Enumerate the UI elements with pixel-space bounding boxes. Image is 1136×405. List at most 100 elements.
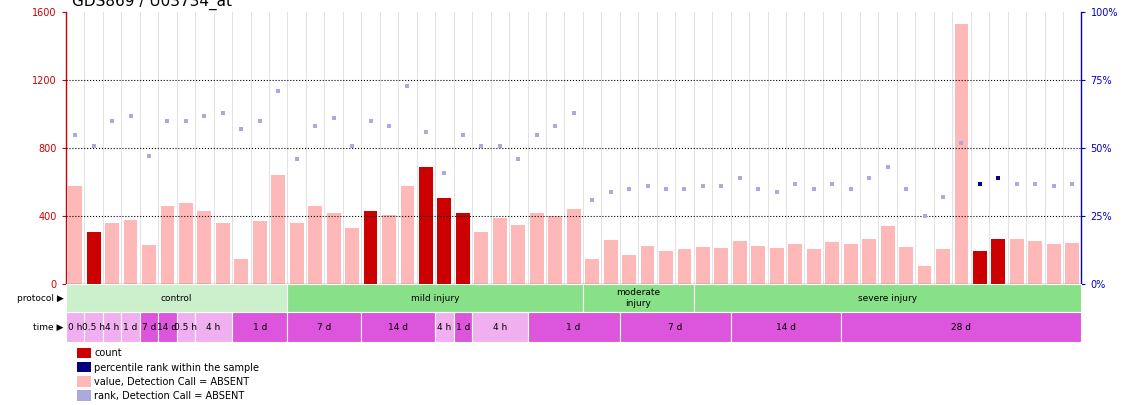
Bar [918,266,932,284]
Text: 1 d: 1 d [124,322,137,332]
Bar [527,312,620,342]
Bar [216,223,229,284]
Text: 4 h: 4 h [105,322,119,332]
Bar [1066,243,1079,284]
Bar [770,248,784,284]
Bar [66,312,84,342]
Text: 7 d: 7 d [668,322,683,332]
Bar [287,284,583,312]
Text: 4 h: 4 h [207,322,220,332]
Bar [880,226,894,284]
Bar [66,284,287,312]
Bar [529,213,544,284]
Bar [825,242,840,284]
Bar [493,218,507,284]
Bar [345,228,359,284]
Text: 0.5 h: 0.5 h [82,322,106,332]
Bar [272,175,285,284]
Bar [361,312,435,342]
Text: mild injury: mild injury [411,294,459,303]
Bar [290,223,303,284]
Bar [511,225,525,284]
Text: 1 d: 1 d [456,322,470,332]
Bar [195,312,232,342]
Bar [140,312,158,342]
Bar [807,249,820,284]
Text: 4 h: 4 h [437,322,451,332]
Bar [842,312,1081,342]
Text: 14 d: 14 d [389,322,408,332]
Bar [419,167,433,284]
Bar [992,239,1005,284]
Bar [974,251,987,284]
Bar [473,312,527,342]
Bar [158,312,177,342]
Bar [751,246,766,284]
Bar [936,249,950,284]
Text: moderate
injury: moderate injury [616,288,660,308]
Text: 1 d: 1 d [252,322,267,332]
Bar [603,240,618,284]
Text: 28 d: 28 d [952,322,971,332]
Bar [68,185,82,284]
Text: 0.5 h: 0.5 h [175,322,198,332]
Bar [585,259,599,284]
Bar [844,244,858,284]
Bar [106,223,119,284]
Bar [327,213,341,284]
Text: 1 d: 1 d [567,322,580,332]
Bar [124,220,137,284]
Bar [253,222,267,284]
Bar [567,209,580,284]
Bar [86,232,100,284]
Bar [456,213,470,284]
Text: 7 d: 7 d [317,322,332,332]
Bar [364,211,377,284]
Bar [583,284,694,312]
Bar [1010,239,1024,284]
Bar [177,312,195,342]
Bar [103,312,122,342]
Bar [198,211,211,284]
Bar [788,244,802,284]
Bar [142,245,156,284]
Text: 14 d: 14 d [776,322,796,332]
Bar [1047,244,1061,284]
Bar [733,241,746,284]
Bar [232,312,287,342]
Text: control: control [161,294,192,303]
Bar [677,249,692,284]
Text: time ▶: time ▶ [33,322,64,332]
Text: protocol ▶: protocol ▶ [17,294,64,303]
Bar [659,251,673,284]
Bar [308,206,323,284]
Text: 14 d: 14 d [158,322,177,332]
Text: count: count [94,348,122,358]
Bar [401,185,415,284]
Bar [696,247,710,284]
Bar [453,312,473,342]
Bar [382,215,396,284]
Bar [287,312,361,342]
Bar [730,312,842,342]
Bar [899,247,913,284]
Text: severe injury: severe injury [858,294,917,303]
Text: 0 h: 0 h [68,322,82,332]
Bar [84,312,103,342]
Bar [694,284,1081,312]
Text: 7 d: 7 d [142,322,156,332]
Text: percentile rank within the sample: percentile rank within the sample [94,362,259,373]
Bar [122,312,140,342]
Bar [715,248,728,284]
Bar [179,202,193,284]
Bar [641,246,654,284]
Bar [620,312,730,342]
Text: value, Detection Call = ABSENT: value, Detection Call = ABSENT [94,377,250,387]
Text: rank, Detection Call = ABSENT: rank, Detection Call = ABSENT [94,391,244,401]
Bar [623,255,636,284]
Text: GDS869 / U03734_at: GDS869 / U03734_at [72,0,232,10]
Bar [954,24,968,284]
Bar [1028,241,1042,284]
Bar [549,216,562,284]
Bar [475,232,488,284]
